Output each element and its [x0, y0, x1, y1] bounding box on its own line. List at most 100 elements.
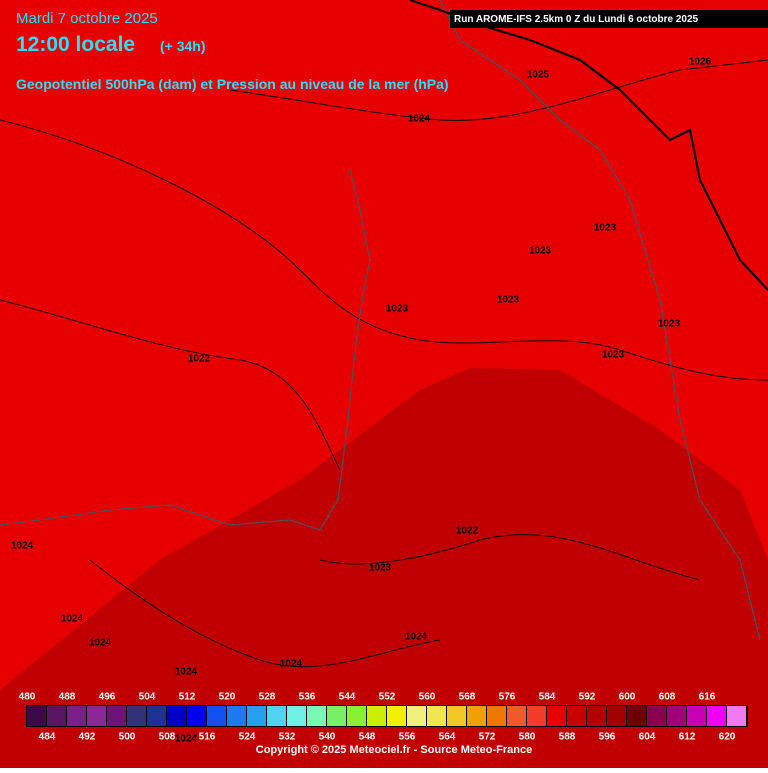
colorbar-box: [207, 706, 226, 726]
isobar-label: 1025: [527, 70, 550, 81]
colorbar-box: [187, 706, 206, 726]
colorbar-label: 548: [359, 732, 376, 743]
colorbar-box: [47, 706, 66, 726]
date: Mardi 7 octobre 2025: [16, 10, 158, 27]
colorbar-label: 520: [219, 692, 236, 703]
colorbar-box: [447, 706, 466, 726]
colorbar-box: [27, 706, 46, 726]
colorbar-box: [267, 706, 286, 726]
colorbar-label: 504: [139, 692, 156, 703]
isobar-label: 1024: [11, 541, 34, 552]
colorbar-box: [67, 706, 86, 726]
colorbar-box: [307, 706, 326, 726]
colorbar-label: 592: [579, 692, 596, 703]
coastline: [0, 0, 761, 641]
colorbar-box: [247, 706, 266, 726]
colorbar-label: 536: [299, 692, 316, 703]
colorbar-box: [147, 706, 166, 726]
colorbar-box: [407, 706, 426, 726]
isobar-label: 1023: [386, 304, 409, 315]
colorbar-box: [467, 706, 486, 726]
colorbar-box: [627, 706, 646, 726]
colorbar-box: [587, 706, 606, 726]
colorbar-label: 532: [279, 732, 296, 743]
colorbar-box: [227, 706, 246, 726]
isobar-label: 1024: [61, 614, 84, 625]
isobar-label: 1023: [594, 223, 617, 234]
colorbar-label: 576: [499, 692, 516, 703]
colorbar-box: [707, 706, 726, 726]
run-info: Run AROME-IFS 2.5km 0 Z du Lundi 6 octob…: [454, 14, 699, 25]
isobar-label: 1024: [405, 632, 428, 643]
colorbar-label: 584: [539, 692, 556, 703]
colorbar-label: 604: [639, 732, 656, 743]
zone-584: [0, 368, 768, 768]
colorbar-label: 496: [99, 692, 116, 703]
colorbar-box: [387, 706, 406, 726]
colorbar-box: [687, 706, 706, 726]
colorbar-label: 608: [659, 692, 676, 703]
colorbar-box: [547, 706, 566, 726]
colorbar-label: 512: [179, 692, 196, 703]
colorbar-box: [527, 706, 546, 726]
isobar-label: 1026: [689, 57, 712, 68]
isobar-label: 1023: [658, 319, 681, 330]
subtitle: Geopotentiel 500hPa (dam) et Pression au…: [16, 76, 449, 92]
colorbar-box: [727, 706, 746, 726]
colorbar: 480 484 488 492 496 500 504 508 512 516 520 524 528 5…: [19, 692, 748, 743]
colorbar-label: 480: [19, 692, 36, 703]
colorbar-box: [667, 706, 686, 726]
colorbar-label: 568: [459, 692, 476, 703]
time: 12:00 locale: [16, 33, 135, 56]
isobar-label: 1024: [280, 659, 303, 670]
isobars: [0, 59, 768, 668]
colorbar-label: 560: [419, 692, 436, 703]
colorbar-box: [167, 706, 186, 726]
lead-time: (+ 34h): [160, 38, 206, 54]
colorbar-box: [107, 706, 126, 726]
colorbar-label: 516: [199, 732, 216, 743]
colorbar-label: 588: [559, 732, 576, 743]
colorbar-label: 484: [39, 732, 56, 743]
colorbar-box: [327, 706, 346, 726]
colorbar-label: 492: [79, 732, 96, 743]
isobar-label: 1023: [369, 563, 392, 574]
isobar-label: 1023: [602, 350, 625, 361]
colorbar-label: 524: [239, 732, 256, 743]
isobar-label: 1022: [188, 354, 211, 365]
isobar-label: 1024: [89, 638, 112, 649]
colorbar-label: 552: [379, 692, 396, 703]
colorbar-box: [507, 706, 526, 726]
colorbar-label: 564: [439, 732, 456, 743]
colorbar-box: [427, 706, 446, 726]
run-box: [450, 10, 768, 28]
colorbar-label: 572: [479, 732, 496, 743]
isobar-label: 1024: [175, 667, 198, 678]
colorbar-box: [367, 706, 386, 726]
colorbar-label: 612: [679, 732, 696, 743]
colorbar-label: 544: [339, 692, 356, 703]
colorbar-label: 508: [159, 732, 176, 743]
colorbar-label: 556: [399, 732, 416, 743]
colorbar-label: 488: [59, 692, 76, 703]
colorbar-label: 528: [259, 692, 276, 703]
isobar-label: 1022: [456, 526, 479, 537]
colorbar-box: [647, 706, 666, 726]
colorbar-label: 580: [519, 732, 536, 743]
colorbar-box: [287, 706, 306, 726]
colorbar-label: 616: [699, 692, 716, 703]
colorbar-box: [87, 706, 106, 726]
colorbar-box: [127, 706, 146, 726]
colorbar-label: 596: [599, 732, 616, 743]
colorbar-label: 600: [619, 692, 636, 703]
isobar-label: 1023: [497, 295, 520, 306]
colorbar-label: 620: [719, 732, 736, 743]
isobar-label: 1024: [175, 734, 198, 745]
colorbar-box: [607, 706, 626, 726]
copyright: Copyright © 2025 Meteociel.fr - Source M…: [256, 744, 532, 756]
colorbar-box: [567, 706, 586, 726]
colorbar-label: 500: [119, 732, 136, 743]
colorbar-label: 540: [319, 732, 336, 743]
colorbar-box: [487, 706, 506, 726]
